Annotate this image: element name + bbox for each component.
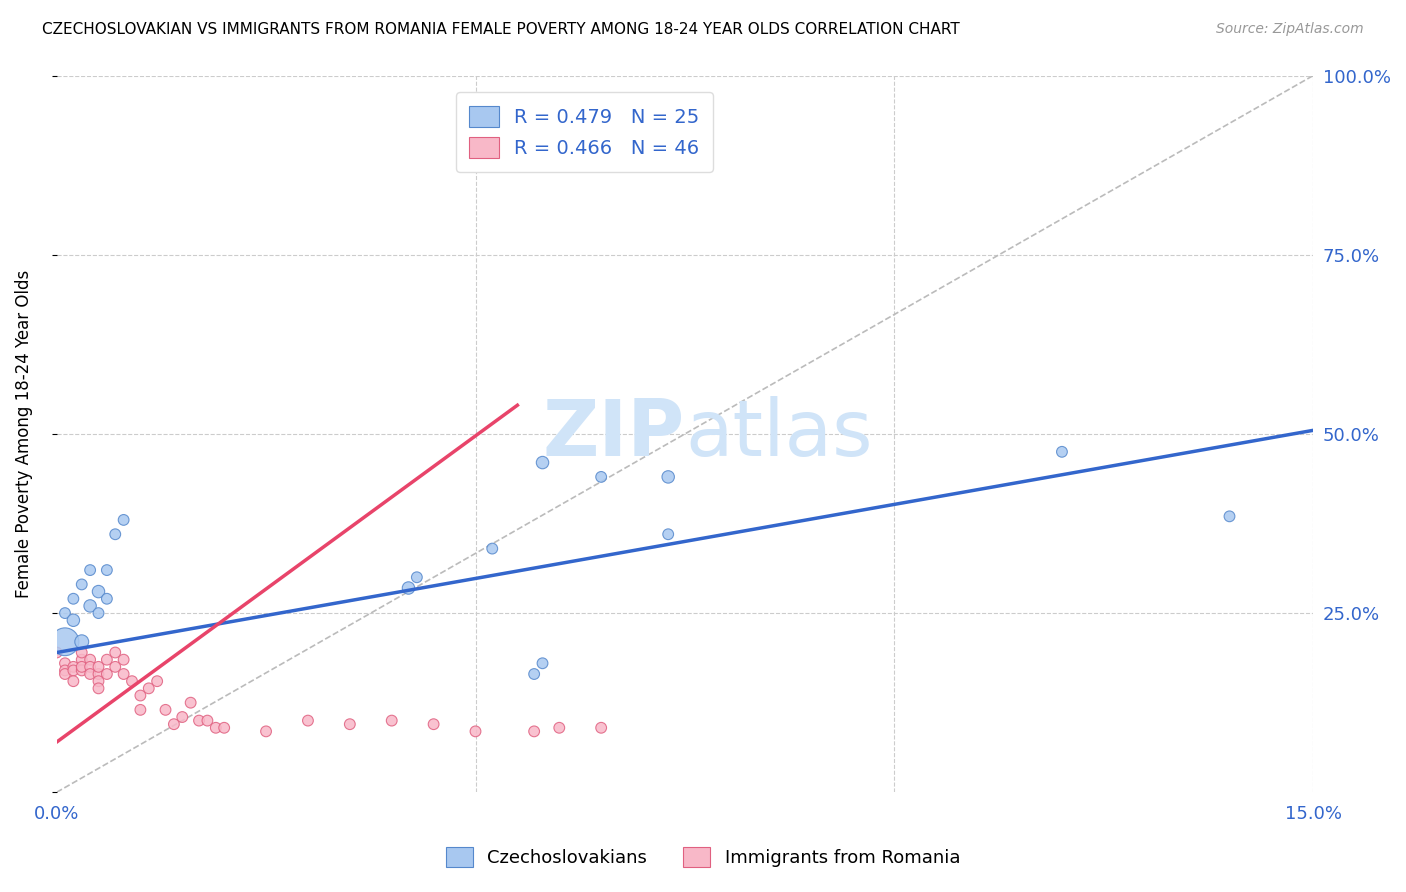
Point <box>1218 509 1240 524</box>
Point <box>62 591 84 606</box>
Point <box>62 664 84 678</box>
Point <box>163 717 186 731</box>
Point <box>62 660 84 674</box>
Text: Source: ZipAtlas.com: Source: ZipAtlas.com <box>1216 22 1364 37</box>
Text: ZIP: ZIP <box>543 396 685 472</box>
Point <box>79 667 101 681</box>
Point <box>53 634 76 648</box>
Point <box>523 724 546 739</box>
Point <box>398 581 420 595</box>
Point <box>405 570 427 584</box>
Point <box>548 721 571 735</box>
Point <box>79 599 101 613</box>
Point <box>112 653 135 667</box>
Point <box>381 714 404 728</box>
Point <box>53 667 76 681</box>
Point <box>121 674 143 689</box>
Point <box>70 577 93 591</box>
Point <box>87 584 110 599</box>
Point <box>70 660 93 674</box>
Point <box>657 470 679 484</box>
Point <box>531 657 554 671</box>
Point <box>197 714 219 728</box>
Point <box>62 613 84 627</box>
Point <box>87 660 110 674</box>
Y-axis label: Female Poverty Among 18-24 Year Olds: Female Poverty Among 18-24 Year Olds <box>15 269 32 598</box>
Point <box>104 527 127 541</box>
Point <box>45 646 67 660</box>
Point <box>254 724 277 739</box>
Legend: Czechoslovakians, Immigrants from Romania: Czechoslovakians, Immigrants from Romani… <box>439 839 967 874</box>
Point <box>422 717 444 731</box>
Point <box>1050 445 1073 459</box>
Point <box>70 653 93 667</box>
Point <box>146 674 169 689</box>
Point <box>172 710 194 724</box>
Point <box>87 674 110 689</box>
Point <box>87 681 110 696</box>
Point <box>591 721 613 735</box>
Point <box>523 667 546 681</box>
Point <box>70 664 93 678</box>
Text: CZECHOSLOVAKIAN VS IMMIGRANTS FROM ROMANIA FEMALE POVERTY AMONG 18-24 YEAR OLDS : CZECHOSLOVAKIAN VS IMMIGRANTS FROM ROMAN… <box>42 22 960 37</box>
Legend: R = 0.479   N = 25, R = 0.466   N = 46: R = 0.479 N = 25, R = 0.466 N = 46 <box>456 93 713 172</box>
Point <box>129 689 152 703</box>
Point <box>104 646 127 660</box>
Point <box>212 721 235 735</box>
Point <box>62 674 84 689</box>
Point <box>70 634 93 648</box>
Point <box>79 660 101 674</box>
Point <box>70 646 93 660</box>
Point <box>464 724 486 739</box>
Point <box>657 527 679 541</box>
Point <box>129 703 152 717</box>
Point <box>531 456 554 470</box>
Point <box>339 717 361 731</box>
Point <box>53 664 76 678</box>
Point <box>188 714 211 728</box>
Point <box>96 653 118 667</box>
Point <box>204 721 226 735</box>
Point <box>53 606 76 620</box>
Point <box>87 606 110 620</box>
Point <box>96 667 118 681</box>
Point <box>180 696 202 710</box>
Point <box>591 470 613 484</box>
Point <box>112 667 135 681</box>
Point <box>104 660 127 674</box>
Point <box>79 653 101 667</box>
Point <box>481 541 503 556</box>
Text: atlas: atlas <box>685 396 873 472</box>
Point <box>155 703 177 717</box>
Point <box>96 591 118 606</box>
Point <box>96 563 118 577</box>
Point <box>297 714 319 728</box>
Point <box>138 681 160 696</box>
Point <box>112 513 135 527</box>
Point <box>87 667 110 681</box>
Point <box>53 657 76 671</box>
Point <box>79 563 101 577</box>
